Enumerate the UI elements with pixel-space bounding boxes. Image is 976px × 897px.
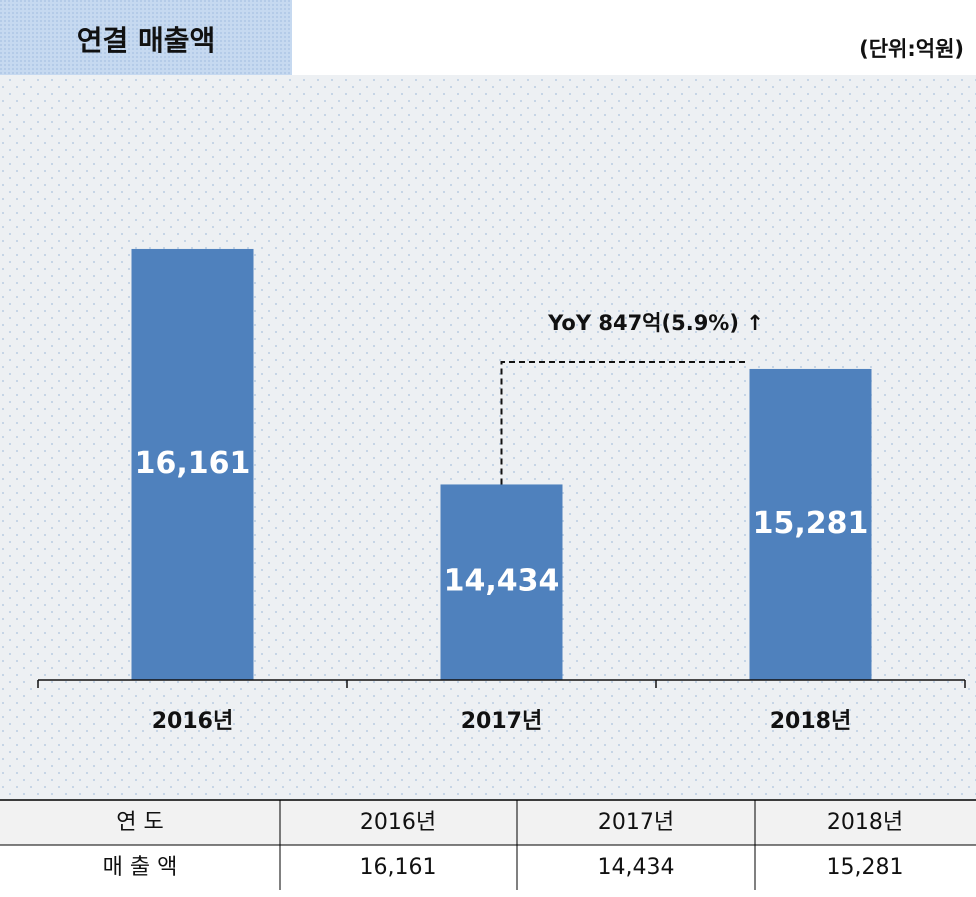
table-header-row bbox=[0, 800, 976, 845]
yoy-connector bbox=[500, 360, 746, 485]
unit-label: (단위:억원) bbox=[859, 37, 964, 61]
annotation: YoY 847억(5.9%) ↑ bbox=[547, 311, 764, 335]
plot: 16,161 2016년 14,434 2017년 15,281 2018년 YoY 847… bbox=[37, 248, 966, 734]
bar bbox=[440, 484, 563, 680]
bar bbox=[131, 248, 254, 681]
table-cell: 16,161 bbox=[360, 855, 437, 880]
table-cell: 14,434 bbox=[598, 855, 675, 880]
table-cell: 2016년 bbox=[360, 810, 436, 835]
table-cell: 연 도 bbox=[116, 810, 163, 835]
table-cell: 2017년 bbox=[598, 810, 674, 835]
x-tick-label: 2018년 bbox=[770, 709, 851, 734]
title-box bbox=[0, 0, 292, 75]
value-label: 14,434 bbox=[444, 564, 560, 599]
x-tick-label: 2017년 bbox=[461, 709, 542, 734]
table: 연 도 2016년 2017년 2018년 매 출 액 16,161 14,43… bbox=[0, 799, 976, 890]
table-cell: 매 출 액 bbox=[103, 855, 178, 880]
value-label: 15,281 bbox=[753, 506, 869, 541]
value-label: 16,161 bbox=[135, 446, 251, 481]
x-tick-label: 2016년 bbox=[152, 709, 233, 734]
title: 연결 매출액 bbox=[77, 24, 216, 57]
table-cell: 2018년 bbox=[827, 810, 903, 835]
bar bbox=[749, 368, 872, 680]
table-cell: 15,281 bbox=[827, 855, 904, 880]
